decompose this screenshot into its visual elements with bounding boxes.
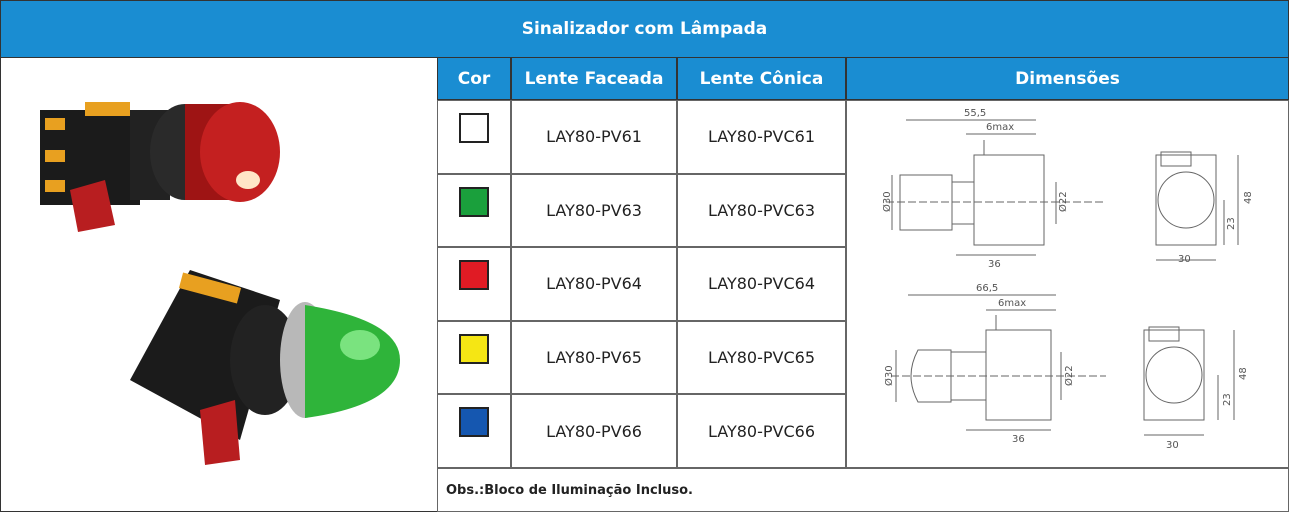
column-header: Lente Cônica: [677, 57, 846, 100]
color-swatch: [459, 407, 489, 438]
color-cell: [437, 100, 511, 174]
dim-label: Ø22: [1057, 191, 1069, 212]
color-cell: [437, 320, 511, 395]
dim-label: 55,5: [964, 108, 986, 119]
dim-label: 23: [1226, 217, 1237, 230]
note-cell: Obs.:Bloco de Iluminação Incluso.: [437, 468, 1289, 512]
column-header: Cor: [437, 57, 511, 100]
title-bar: Sinalizador com Lâmpada: [0, 0, 1289, 58]
dim-label: 66,5: [976, 283, 998, 294]
column-header: Lente Faceada: [511, 57, 677, 100]
column-header: Dimensões: [846, 57, 1289, 100]
color-cell: [437, 247, 511, 321]
part-number: LAY80-PV64: [511, 247, 677, 321]
dim-label: Ø30: [883, 365, 895, 386]
dim-label: 6max: [998, 298, 1026, 309]
drawing-2: 66,5 6max Ø30 Ø22 36 48 23 30: [883, 283, 1249, 451]
red-button: [40, 102, 280, 232]
color-swatch: [459, 333, 489, 364]
color-swatch: [459, 113, 489, 143]
dim-label: 23: [1222, 393, 1233, 406]
part-number: LAY80-PVC65: [677, 320, 846, 395]
color-cell: [437, 394, 511, 468]
part-number: LAY80-PV63: [511, 173, 677, 248]
dim-label: 30: [1178, 254, 1191, 265]
dim-label: 48: [1243, 191, 1254, 204]
color-swatch: [459, 186, 489, 217]
product-photos: [40, 102, 400, 465]
dim-label: Ø30: [881, 191, 893, 212]
part-number: LAY80-PV65: [511, 320, 677, 395]
dim-label: 36: [1012, 434, 1025, 445]
title: Sinalizador com Lâmpada: [521, 19, 768, 39]
dimension-drawings: 55,5 6max Ø30 Ø22 36 48 23 30 66,5 6max …: [881, 108, 1254, 451]
green-button: [130, 270, 400, 465]
color-swatch: [459, 260, 489, 291]
part-number: LAY80-PV66: [511, 394, 677, 468]
part-number: LAY80-PVC63: [677, 173, 846, 248]
dim-label: 36: [988, 259, 1001, 270]
drawing-1: 55,5 6max Ø30 Ø22 36 48 23 30: [881, 108, 1254, 270]
dim-label: 48: [1238, 367, 1249, 380]
part-number: LAY80-PVC64: [677, 247, 846, 321]
dim-label: 30: [1166, 440, 1179, 451]
color-cell: [437, 173, 511, 248]
dim-label: 6max: [986, 122, 1014, 133]
dim-label: Ø22: [1063, 365, 1075, 386]
part-number: LAY80-PVC66: [677, 394, 846, 468]
part-number: LAY80-PVC61: [677, 100, 846, 174]
part-number: LAY80-PV61: [511, 100, 677, 174]
